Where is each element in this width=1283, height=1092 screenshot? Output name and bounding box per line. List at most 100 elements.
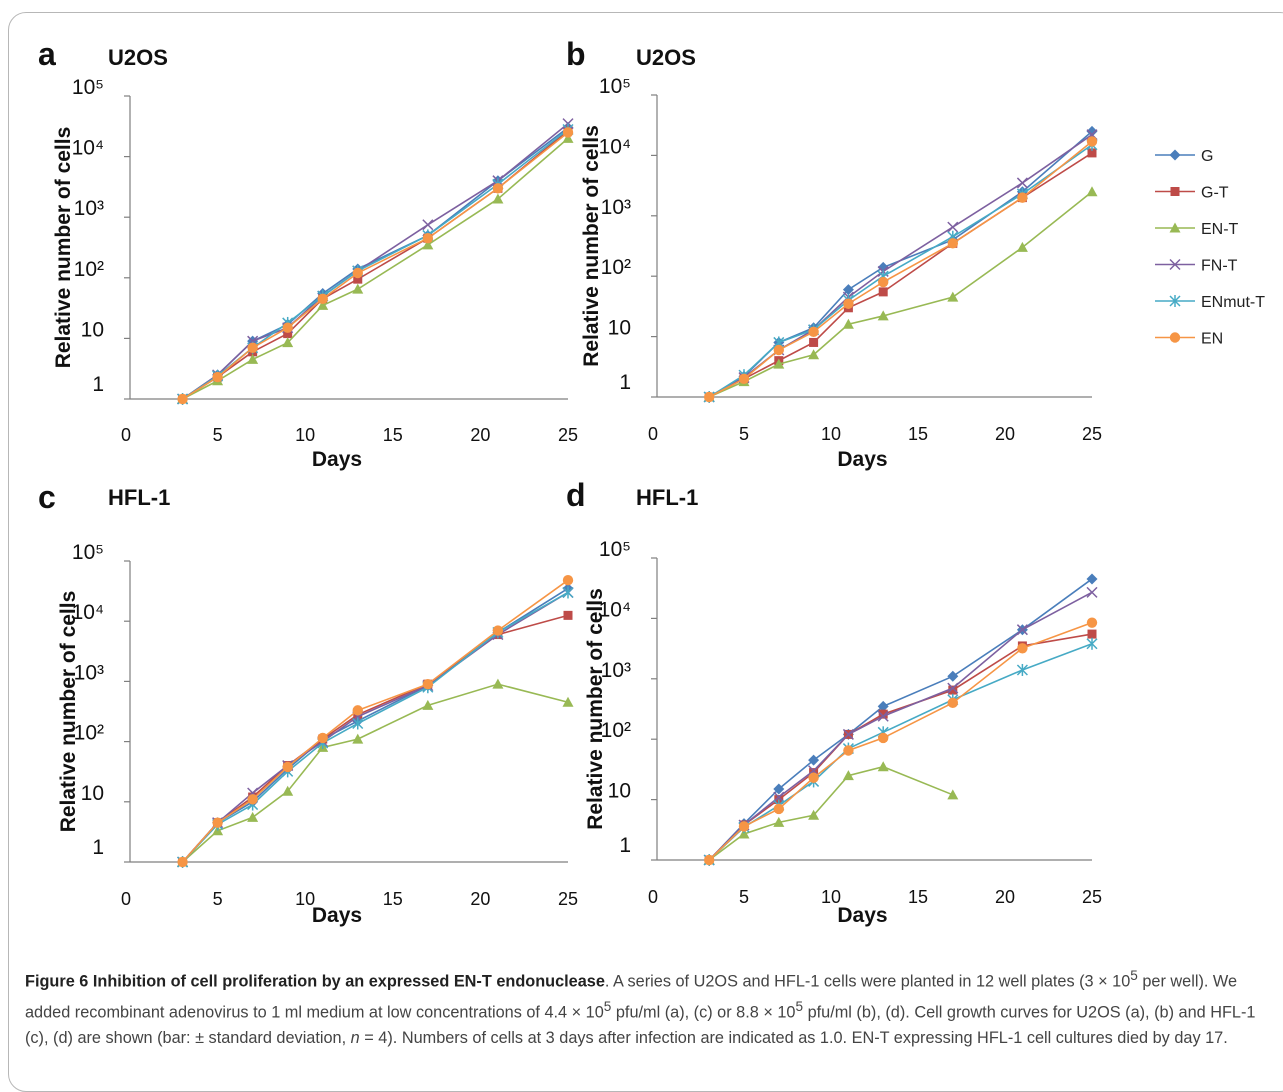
- series-line: [708, 643, 1093, 861]
- marker-circle: [492, 625, 504, 636]
- marker-triangle: [738, 828, 750, 839]
- series-line: [181, 614, 569, 863]
- series-g: [703, 573, 1098, 866]
- marker-circle: [422, 678, 434, 690]
- marker-triangle: [352, 733, 364, 744]
- marker-triangle: [1016, 241, 1028, 252]
- legend-item: FN-T: [1155, 258, 1238, 275]
- marker-triangle: [282, 785, 294, 796]
- series-enmut-t: [177, 586, 574, 868]
- y-tick-label: 1: [92, 373, 104, 396]
- caption-text: = 4). Numbers of cells at 3 days after i…: [359, 1028, 1228, 1047]
- marker-circle: [247, 794, 258, 805]
- marker-circle: [843, 745, 854, 756]
- x-tick-label: 10: [295, 889, 315, 909]
- x-axis-label: Days: [837, 448, 887, 471]
- marker-circle: [422, 233, 434, 244]
- marker-square: [878, 709, 888, 719]
- series-en-t: [703, 761, 959, 865]
- y-tick-label: 1: [92, 836, 104, 859]
- marker-triangle: [1169, 222, 1181, 233]
- marker-x: [947, 682, 959, 694]
- y-tick-label: 10⁵: [72, 76, 104, 99]
- y-axis-label: Relative number of cells: [57, 591, 80, 833]
- series-g: [703, 125, 1098, 403]
- marker-circle: [1086, 617, 1098, 628]
- x-axis-label: Days: [312, 904, 362, 927]
- x-tick-label: 15: [383, 425, 403, 445]
- x-tick-label: 5: [739, 887, 749, 907]
- legend-label: FN-T: [1201, 258, 1238, 275]
- x-tick-label: 0: [121, 889, 131, 909]
- x-tick-label: 15: [908, 887, 928, 907]
- x-tick-label: 20: [470, 425, 490, 445]
- marker-triangle: [562, 696, 574, 707]
- x-tick-label: 10: [295, 425, 315, 445]
- caption-sup: 5: [1130, 968, 1138, 983]
- marker-circle: [247, 342, 258, 353]
- marker-x: [947, 221, 959, 233]
- marker-triangle: [877, 761, 889, 772]
- y-tick-label: 10⁴: [599, 598, 631, 621]
- series-en: [177, 574, 574, 868]
- marker-x: [842, 728, 854, 740]
- marker-circle: [352, 267, 363, 279]
- chart-panel-b: b U2OS 1 10 10² 10³ 10⁴ 10⁵ 0 5 10 15 20 25 Days Relati…: [566, 36, 1102, 471]
- x-tick-label: 0: [121, 425, 131, 445]
- y-tick-label: 10⁵: [599, 538, 631, 561]
- marker-triangle: [808, 349, 820, 360]
- series-fn-t: [703, 586, 1098, 866]
- y-tick-label: 10³: [74, 661, 104, 684]
- x-tick-label: 5: [739, 424, 749, 444]
- y-tick-label: 10²: [601, 719, 631, 742]
- chart-title: U2OS: [636, 45, 696, 70]
- y-tick-label: 10²: [601, 256, 631, 279]
- marker-x: [773, 791, 785, 803]
- chart-panel-d: d HFL-1 1 10 10² 10³ 10⁴ 10⁵ 0 5 10 15 20 25 Days Relat…: [566, 477, 1102, 927]
- marker-x: [1169, 258, 1181, 271]
- y-tick-label: 10⁴: [72, 137, 104, 160]
- marker-x: [1086, 586, 1098, 598]
- panel-letter: b: [566, 36, 586, 72]
- y-tick-label: 10⁴: [72, 601, 104, 624]
- caption-sup: 5: [795, 999, 804, 1015]
- y-tick-label: 10⁴: [599, 135, 631, 158]
- marker-triangle: [773, 816, 785, 827]
- legend-label: G-T: [1201, 185, 1229, 202]
- x-tick-label: 25: [1082, 887, 1102, 907]
- legend-item: EN: [1155, 331, 1223, 348]
- marker-circle: [317, 293, 328, 305]
- marker-triangle: [773, 358, 785, 369]
- legend-label: EN-T: [1201, 221, 1239, 238]
- marker-square: [563, 610, 573, 620]
- marker-circle: [947, 697, 958, 709]
- x-tick-label: 0: [648, 887, 658, 907]
- series-g-t: [178, 610, 573, 867]
- marker-circle: [773, 803, 784, 815]
- x-tick-label: 20: [995, 424, 1015, 444]
- x-tick-label: 10: [821, 424, 841, 444]
- marker-circle: [947, 238, 958, 249]
- panel-letter: c: [38, 479, 56, 515]
- panel-letter: a: [38, 36, 56, 72]
- marker-triangle: [947, 789, 959, 800]
- x-tick-label: 5: [213, 889, 223, 909]
- series-line: [181, 579, 569, 863]
- legend: G G-T EN-T FN-T ENmut-T EN: [1155, 148, 1265, 348]
- marker-diamond: [842, 284, 854, 296]
- marker-circle: [878, 732, 889, 744]
- series-en: [704, 617, 1098, 866]
- marker-diamond: [1169, 149, 1181, 161]
- marker-square: [353, 274, 363, 284]
- legend-item: EN-T: [1155, 221, 1239, 238]
- y-tick-label: 10: [81, 782, 104, 805]
- marker-circle: [177, 856, 188, 868]
- x-tick-label: 10: [821, 887, 841, 907]
- marker-square: [878, 287, 888, 297]
- marker-circle: [562, 574, 574, 586]
- marker-triangle: [352, 283, 364, 294]
- caption-text: pfu/ml (b), (d). Cell growth curves for …: [25, 1003, 1256, 1047]
- legend-item: G-T: [1155, 185, 1229, 202]
- marker-triangle: [247, 811, 259, 822]
